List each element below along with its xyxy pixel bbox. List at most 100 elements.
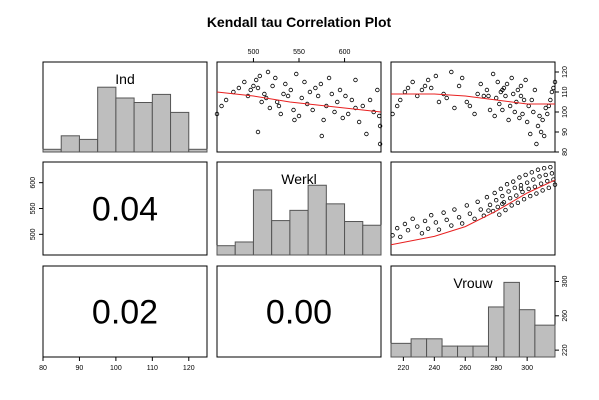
point-vrouw-werkl: [526, 186, 531, 192]
point-vrouw-werkl: [390, 233, 395, 238]
point-vrouw-ind: [518, 83, 524, 89]
point-vrouw-ind: [425, 77, 431, 83]
point-vrouw-ind: [390, 111, 395, 117]
point-werkl-ind: [223, 97, 229, 103]
point-vrouw-werkl: [497, 212, 502, 217]
point-vrouw-ind: [545, 111, 550, 117]
point-vrouw-werkl: [524, 180, 530, 185]
point-vrouw-werkl: [486, 208, 491, 213]
fit-line-werkl-ind: [216, 91, 382, 113]
point-vrouw-werkl: [509, 203, 514, 208]
point-vrouw-werkl: [425, 226, 431, 231]
point-vrouw-ind: [484, 87, 490, 93]
tick-label-right-ind: 90: [562, 128, 569, 136]
point-werkl-ind: [270, 83, 275, 89]
tick-label-right-ind: 80: [562, 148, 569, 156]
point-werkl-ind: [307, 89, 313, 95]
point-vrouw-werkl: [422, 218, 428, 224]
hist-bar-werkl: [271, 220, 291, 256]
hist-bar-vrouw: [410, 338, 428, 358]
point-werkl-ind: [265, 69, 271, 75]
panels: Ind Werkl Vrouw 0.04 0.02 0.00 80 90 100 110 120 22…: [30, 49, 569, 372]
point-vrouw-werkl: [429, 213, 434, 218]
hist-bar-vrouw: [457, 345, 474, 358]
point-werkl-ind: [310, 107, 315, 113]
point-vrouw-ind: [512, 109, 517, 115]
diag-label-werkl: Werkl: [281, 171, 317, 187]
point-vrouw-ind: [517, 115, 522, 121]
point-vrouw-werkl: [512, 185, 517, 191]
point-vrouw-werkl: [500, 201, 505, 207]
point-vrouw-ind: [500, 107, 505, 113]
point-vrouw-ind: [459, 75, 465, 81]
point-werkl-ind: [346, 111, 351, 117]
tick-label-bottom-vrouw: 220: [398, 365, 410, 372]
point-vrouw-ind: [486, 93, 491, 99]
point-werkl-ind: [281, 91, 286, 97]
point-vrouw-werkl: [444, 217, 449, 223]
point-vrouw-ind: [518, 93, 524, 99]
point-vrouw-werkl: [494, 198, 499, 203]
panel-frame-2-1: [216, 265, 382, 358]
fit-line-vrouw-ind: [391, 93, 555, 105]
point-vrouw-ind: [515, 87, 521, 93]
point-vrouw-ind: [405, 85, 411, 91]
point-vrouw-ind: [538, 129, 544, 135]
point-vrouw-werkl: [537, 174, 542, 179]
point-vrouw-ind: [494, 95, 499, 101]
point-werkl-ind: [377, 141, 383, 147]
point-werkl-ind: [296, 113, 302, 119]
point-vrouw-werkl: [507, 195, 513, 201]
point-werkl-ind: [251, 83, 256, 89]
point-vrouw-werkl: [546, 185, 552, 191]
point-werkl-ind: [291, 107, 296, 113]
point-vrouw-ind: [449, 69, 454, 75]
point-vrouw-ind: [490, 71, 496, 77]
point-vrouw-werkl: [487, 202, 493, 208]
point-werkl-ind: [255, 85, 261, 91]
point-vrouw-werkl: [472, 216, 477, 222]
point-vrouw-ind: [523, 77, 528, 83]
tick-label-bottom-vrouw: 300: [521, 365, 533, 372]
point-vrouw-ind: [452, 105, 457, 111]
point-vrouw-werkl: [415, 224, 420, 229]
point-vrouw-ind: [524, 119, 530, 125]
point-werkl-ind: [376, 113, 382, 119]
hist-bar-vrouw: [503, 281, 520, 358]
corr-value: 0.04: [92, 191, 158, 229]
point-vrouw-ind: [552, 79, 558, 85]
point-vrouw-werkl: [528, 193, 533, 199]
hist-bar-werkl: [325, 203, 346, 256]
point-vrouw-werkl: [521, 196, 527, 202]
point-vrouw-ind: [464, 99, 470, 105]
point-vrouw-ind: [492, 113, 497, 119]
point-vrouw-werkl: [534, 191, 539, 196]
tick-label-left-werkl: 550: [30, 203, 37, 215]
hist-bar-vrouw: [487, 306, 505, 358]
point-vrouw-werkl: [531, 177, 536, 182]
point-werkl-ind: [299, 95, 304, 101]
corr-value: 0.02: [92, 294, 158, 332]
point-werkl-ind: [364, 131, 369, 137]
point-vrouw-werkl: [504, 182, 510, 187]
point-vrouw-werkl: [459, 221, 465, 226]
point-vrouw-ind: [410, 79, 415, 85]
point-vrouw-werkl: [541, 165, 547, 171]
point-vrouw-werkl: [475, 199, 480, 204]
hist-bar-ind: [170, 111, 190, 153]
point-vrouw-ind: [551, 85, 556, 91]
point-werkl-ind: [253, 77, 259, 83]
point-werkl-ind: [292, 117, 297, 123]
point-vrouw-ind: [504, 81, 510, 87]
point-vrouw-werkl: [517, 175, 522, 180]
point-vrouw-werkl: [405, 227, 411, 233]
point-vrouw-ind: [506, 117, 511, 123]
point-vrouw-ind: [422, 83, 428, 89]
point-vrouw-werkl: [456, 215, 462, 220]
tick-label-right-vrouw: 300: [562, 276, 569, 288]
hist-bar-ind: [97, 86, 117, 153]
point-werkl-ind: [340, 115, 345, 121]
point-vrouw-ind: [509, 75, 514, 81]
hist-bar-ind: [42, 148, 62, 153]
point-vrouw-werkl: [441, 210, 446, 215]
